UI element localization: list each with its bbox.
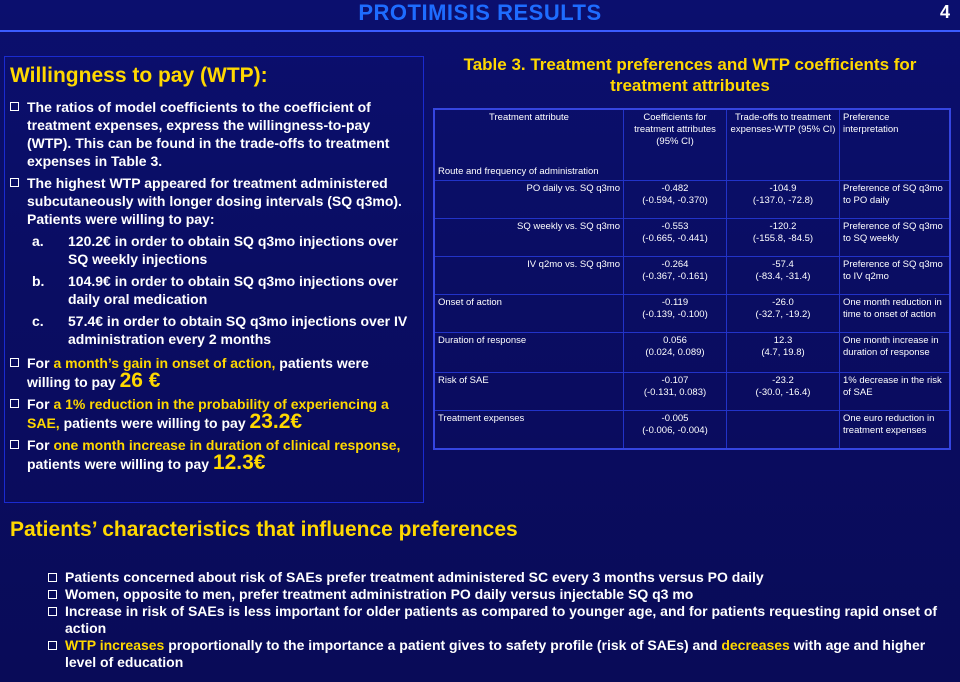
list-item-text: Increase in risk of SAEs is less importa… [65, 603, 938, 636]
list-item: Increase in risk of SAEs is less importa… [48, 603, 938, 637]
table-row: Onset of action -0.119 (-0.139, -0.100) -26… [433, 294, 951, 333]
coefficient-cell: -0.119 (-0.139, -0.100) [623, 294, 727, 333]
coefficient-cell: -0.107 (-0.131, 0.083) [623, 372, 727, 411]
interpretation-cell: One month reduction in time to onset of … [839, 294, 951, 333]
sub-item: b. 104.9€ in order to obtain SQ q3mo inj… [10, 272, 414, 308]
checkbox-bullet-icon [48, 573, 57, 582]
bullet-text: For a month’s gain in onset of action, p… [27, 355, 369, 392]
list-item: Patients concerned about risk of SAEs pr… [48, 569, 938, 586]
checkbox-bullet-icon [10, 178, 19, 187]
checkbox-bullet-icon [48, 641, 57, 650]
interpretation-cell: One month increase in duration of respon… [839, 332, 951, 373]
bullet-text: For a 1% reduction in the probability of… [27, 396, 389, 433]
attribute-cell: SQ weekly vs. SQ q3mo [433, 218, 624, 257]
wtp-bullet: For one month increase in duration of cl… [10, 436, 414, 473]
wtp-bullet: The highest WTP appeared for treatment a… [10, 174, 414, 228]
sub-letter: b. [32, 273, 45, 289]
attribute-cell: Onset of action [433, 294, 624, 333]
coefficient-cell: 0.056 (0.024, 0.089) [623, 332, 727, 373]
coefficient-cell: -0.482 (-0.594, -0.370) [623, 180, 727, 219]
interpretation-cell: Preference of SQ q3mo to IV q2mo [839, 256, 951, 295]
table-header-row: Treatment attribute Route and frequency … [433, 108, 951, 181]
checkbox-bullet-icon [48, 590, 57, 599]
checkbox-bullet-icon [10, 102, 19, 111]
wtp-bullet: For a month’s gain in onset of action, p… [10, 354, 414, 391]
wtp-cell: -57.4 (-83.4, -31.4) [726, 256, 840, 295]
bullet-text: The ratios of model coefficients to the … [27, 99, 390, 169]
wtp-bullet: For a 1% reduction in the probability of… [10, 395, 414, 432]
wtp-cell: -104.9 (-137.0, -72.8) [726, 180, 840, 219]
table-row: Risk of SAE -0.107 (-0.131, 0.083) -23.2 (-3… [433, 372, 951, 411]
bullet-text: The highest WTP appeared for treatment a… [27, 175, 402, 227]
table-row: IV q2mo vs. SQ q3mo -0.264 (-0.367, -0.161… [433, 256, 951, 295]
wtp-cell: -120.2 (-155.8, -84.5) [726, 218, 840, 257]
sub-letter: a. [32, 233, 44, 249]
coefficient-cell: -0.264 (-0.367, -0.161) [623, 256, 727, 295]
characteristics-list: Patients concerned about risk of SAEs pr… [48, 569, 938, 671]
group-label: Route and frequency of administration [438, 166, 599, 177]
page-title: PROTIMISIS RESULTS [358, 0, 602, 25]
attribute-cell: Treatment expenses [433, 410, 624, 449]
wtp-heading: Willingness to pay (WTP): [10, 64, 268, 87]
list-item: WTP increases proportionally to the impo… [48, 637, 938, 671]
list-item-text: WTP increases proportionally to the impo… [65, 637, 926, 670]
attribute-cell: IV q2mo vs. SQ q3mo [433, 256, 624, 295]
table-row: SQ weekly vs. SQ q3mo -0.553 (-0.665, -0.4… [433, 218, 951, 257]
table-caption: Table 3. Treatment preferences and WTP c… [463, 55, 917, 95]
bullet-text: For one month increase in duration of cl… [27, 437, 401, 474]
sub-item: a. 120.2€ in order to obtain SQ q3mo inj… [10, 232, 414, 268]
wtp-cell: 12.3 (4.7, 19.8) [726, 332, 840, 373]
checkbox-bullet-icon [10, 440, 19, 449]
header-cell: Trade-offs to treatment expenses-WTP (95… [726, 108, 840, 181]
header-cell: Preference interpretation [839, 108, 951, 181]
wtp-value: 12.3€ [212, 451, 266, 474]
interpretation-cell: 1% decrease in the risk of SAE [839, 372, 951, 411]
attribute-cell: Risk of SAE [433, 372, 624, 411]
table-row: PO daily vs. SQ q3mo -0.482 (-0.594, -0.37… [433, 180, 951, 219]
checkbox-bullet-icon [48, 607, 57, 616]
checkbox-bullet-icon [10, 399, 19, 408]
sub-text: 120.2€ in order to obtain SQ q3mo inject… [68, 233, 398, 267]
sub-text: 104.9€ in order to obtain SQ q3mo inject… [68, 273, 398, 307]
sub-letter: c. [32, 313, 44, 329]
wtp-panel [4, 56, 424, 503]
wtp-value: 26 € [119, 369, 161, 392]
list-item: Women, opposite to men, prefer treatment… [48, 586, 938, 603]
attribute-cell: PO daily vs. SQ q3mo [433, 180, 624, 219]
sub-text: 57.4€ in order to obtain SQ q3mo injecti… [68, 313, 408, 347]
characteristics-heading: Patients’ characteristics that influence… [10, 518, 518, 541]
attribute-cell: Duration of response [433, 332, 624, 373]
wtp-cell [726, 410, 840, 449]
interpretation-cell: One euro reduction in treatment expenses [839, 410, 951, 449]
interpretation-cell: Preference of SQ q3mo to PO daily [839, 180, 951, 219]
table-row: Treatment expenses -0.005 (-0.006, -0.004)… [433, 410, 951, 449]
page-number: 4 [939, 2, 950, 22]
wtp-cell: -26.0 (-32.7, -19.2) [726, 294, 840, 333]
wtp-table: Treatment attribute Route and frequency … [433, 108, 951, 450]
header-cell: Coefficients for treatment attributes (9… [623, 108, 727, 181]
list-item-text: Women, opposite to men, prefer treatment… [65, 586, 694, 602]
header-cell: Treatment attribute Route and frequency … [433, 108, 624, 181]
coefficient-cell: -0.005 (-0.006, -0.004) [623, 410, 727, 449]
wtp-bullet: The ratios of model coefficients to the … [10, 98, 414, 170]
wtp-cell: -23.2 (-30.0, -16.4) [726, 372, 840, 411]
interpretation-cell: Preference of SQ q3mo to SQ weekly [839, 218, 951, 257]
table-row: Duration of response 0.056 (0.024, 0.089) 1… [433, 332, 951, 373]
list-item-text: Patients concerned about risk of SAEs pr… [65, 569, 764, 585]
checkbox-bullet-icon [10, 358, 19, 367]
coefficient-cell: -0.553 (-0.665, -0.441) [623, 218, 727, 257]
wtp-value: 23.2€ [249, 410, 303, 433]
title-rule [0, 30, 960, 32]
wtp-body: The ratios of model coefficients to the … [10, 98, 414, 477]
sub-item: c. 57.4€ in order to obtain SQ q3mo inje… [10, 312, 414, 348]
